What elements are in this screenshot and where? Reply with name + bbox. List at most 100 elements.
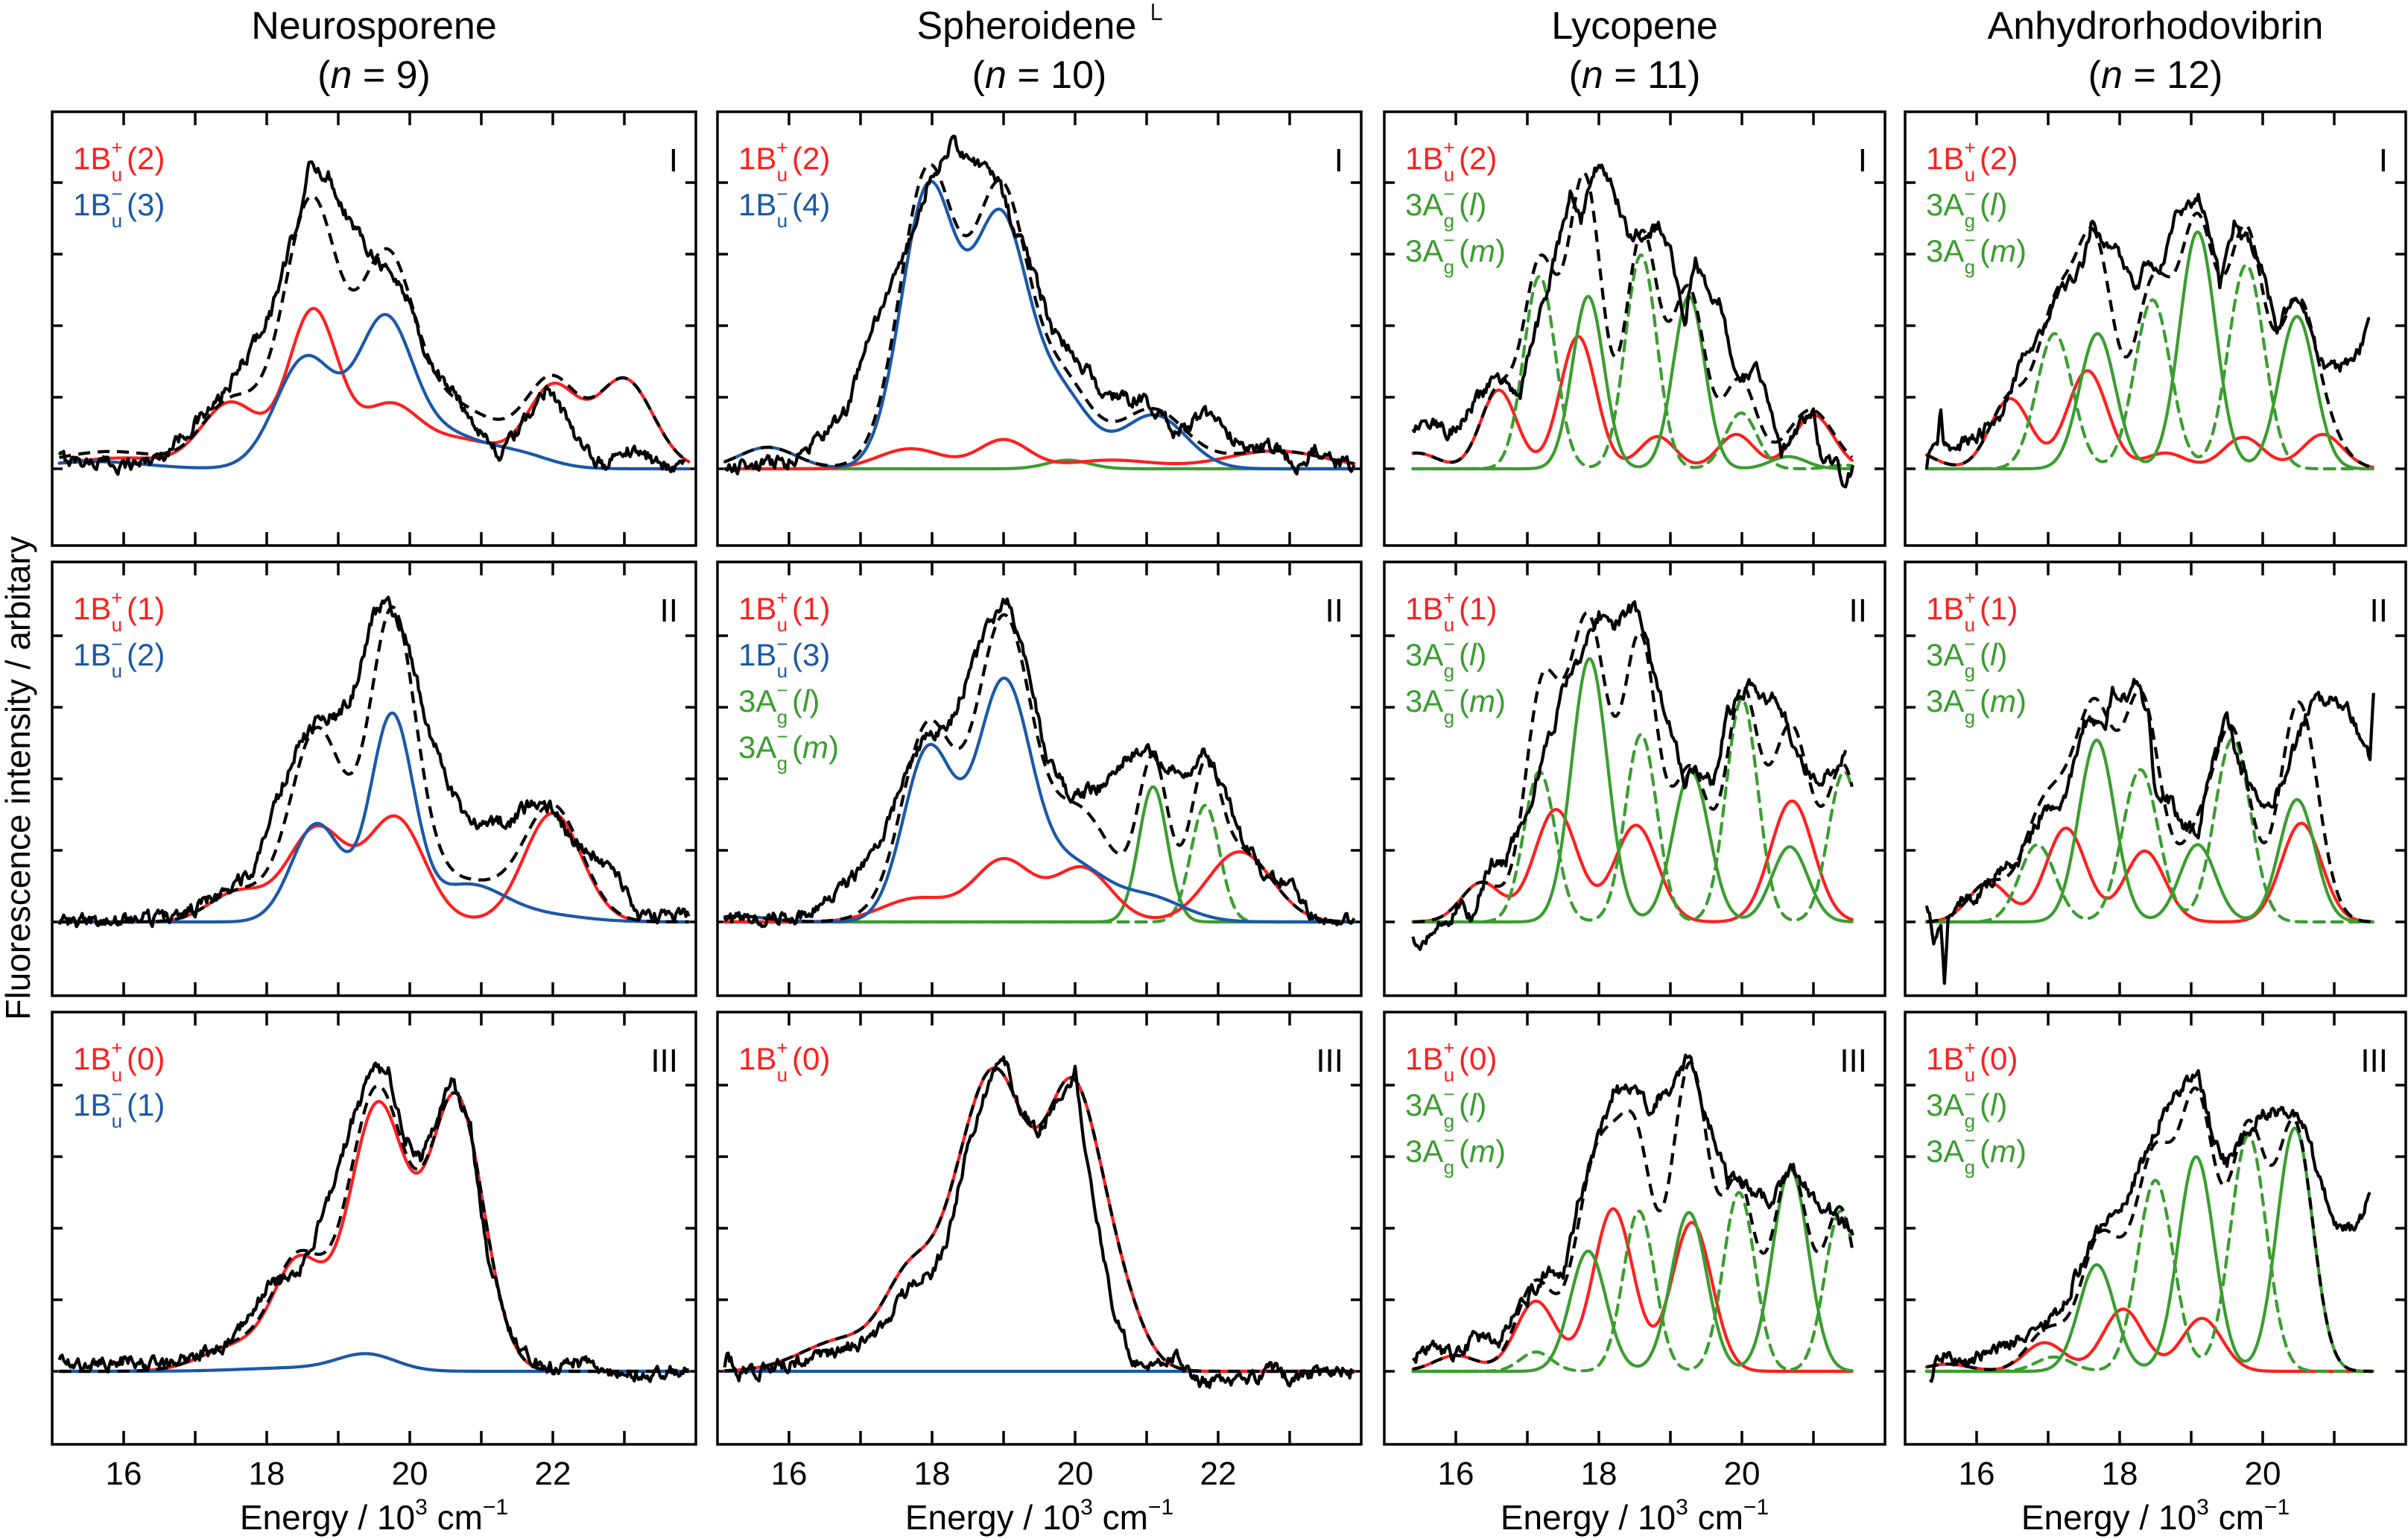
legend-entry: 1B− u (4): [738, 183, 830, 232]
component-curve: [723, 1066, 1356, 1374]
x-axis-label: Energy / 103 cm−1: [240, 1495, 508, 1537]
legend-entry: 3A− g (m): [1405, 679, 1506, 728]
plot-area: [57, 595, 691, 929]
plot-area: [1411, 600, 1854, 952]
x-axis-label: Energy / 103 cm−1: [905, 1495, 1173, 1537]
panel-label: II: [2370, 592, 2388, 629]
compound-name: Lycopene: [1551, 4, 1718, 48]
fitted-sum-curve: [1412, 1060, 1854, 1371]
plot-area: [1924, 1069, 2374, 1383]
fitted-sum-curve: [59, 605, 689, 924]
spectrum-panel: II 1B+ u (1)3A− g (l)3A− g (m): [1383, 560, 1886, 997]
experimental-spectrum: [1411, 600, 1848, 952]
plot-area: [723, 1055, 1356, 1389]
legend-entry: 3A− g (l): [1405, 1083, 1486, 1132]
component-curve: [1411, 1168, 1854, 1374]
component-curve: [1924, 1307, 2374, 1374]
column-title: Anhydrorhodovibrin: [1988, 4, 2324, 48]
panel-label: II: [1325, 592, 1343, 629]
legend-entry: 1B+ u (2): [1405, 136, 1497, 186]
column-title: Spheroidene └: [916, 4, 1162, 48]
conjugation-length: (n = 9): [317, 54, 431, 97]
component-curve: [723, 785, 1356, 924]
compound-name: Neurosporene: [251, 4, 497, 48]
column-title: Neurosporene: [251, 4, 497, 48]
compound-name: Anhydrorhodovibrin: [1988, 4, 2324, 48]
fitted-sum-curve: [1926, 1086, 2373, 1374]
legend-entry: 3A− g (m): [1405, 1129, 1506, 1178]
plot-area: [1411, 163, 1854, 489]
panel-label: III: [650, 1043, 678, 1079]
spectrum-panel: III 1B+ u (0): [716, 1011, 1363, 1446]
panel-frame: [1904, 1011, 2407, 1446]
legend-entry: 3A− g (m): [738, 725, 839, 774]
experimental-spectrum: [1411, 163, 1854, 489]
panel-frame: [716, 110, 1363, 547]
plot-area: [1924, 192, 2374, 471]
component-curve-dashed: [1411, 1190, 1854, 1374]
experimental-spectrum: [1928, 1069, 2371, 1383]
component-curve: [57, 312, 691, 471]
x-axis-label: Energy / 103 cm−1: [1501, 1495, 1769, 1537]
panel-label: III: [1316, 1043, 1343, 1079]
experimental-spectrum: [1924, 192, 2371, 470]
spectrum-panel: II 1B+ u (1)1B− u (2): [51, 560, 697, 997]
legend-entry: 1B+ u (1): [738, 587, 830, 636]
legend-entry: 1B+ u (1): [1926, 587, 2018, 636]
legend-entry: 1B− u (1): [73, 1083, 165, 1132]
panel-frame: [51, 1011, 697, 1446]
x-tick-label: 18: [2102, 1456, 2138, 1492]
fitted-sum-curve: [1925, 211, 2374, 469]
panel-frame: [1383, 110, 1886, 547]
fitted-sum-curve: [59, 1084, 689, 1374]
fitted-sum-curve: [1926, 688, 2373, 923]
x-tick-label: 18: [914, 1456, 951, 1492]
x-tick-label: 22: [535, 1456, 571, 1492]
spectrum-panel: II 1B+ u (1)1B− u (3)3A− g (l)3A− g (m): [716, 560, 1363, 997]
x-tick-label: 18: [249, 1456, 285, 1492]
spectrum-panel: II 1B+ u (1)3A− g (l)3A− g (m): [1904, 560, 2407, 997]
panel-label: II: [660, 592, 678, 629]
legend-entry: 1B+ u (0): [73, 1037, 165, 1086]
plot-area: [57, 160, 691, 476]
legend-entry: 3A− g (m): [1405, 229, 1506, 278]
x-axis-label: Energy / 103 cm−1: [2021, 1495, 2290, 1537]
component-curve-dashed: [1924, 263, 2374, 471]
component-curve: [57, 1352, 691, 1374]
x-tick-label: 20: [1057, 1456, 1094, 1492]
plot-area: [723, 134, 1356, 475]
x-tick-label: 20: [2245, 1456, 2281, 1492]
panel-frame: [1904, 110, 2407, 547]
component-curve: [57, 812, 691, 924]
title-mark: └: [1144, 4, 1162, 33]
fitted-sum-curve: [59, 194, 690, 464]
experimental-spectrum: [723, 1055, 1355, 1389]
component-curve: [1924, 821, 2374, 923]
panel-label: III: [2360, 1043, 2388, 1079]
plot-area: [723, 597, 1356, 929]
component-curve: [1411, 1207, 1854, 1374]
experimental-spectrum: [723, 134, 1356, 475]
panel-frame: [716, 1011, 1363, 1446]
component-curve-dashed: [1924, 737, 2374, 924]
legend-entry: 1B+ u (1): [73, 587, 165, 636]
x-tick-label: 22: [1200, 1456, 1237, 1492]
x-tick-label: 16: [1438, 1456, 1474, 1492]
compound-name: Spheroidene: [916, 4, 1136, 48]
legend-entry: 1B+ u (2): [1926, 136, 2018, 186]
column-title: Lycopene: [1551, 4, 1718, 48]
component-curve: [1411, 294, 1854, 471]
legend-entry: 3A− g (l): [1926, 1083, 2007, 1132]
panel-frame: [1904, 560, 2407, 997]
conjugation-length: (n = 12): [2088, 54, 2223, 97]
experimental-spectrum: [57, 160, 687, 476]
fitted-sum-curve: [724, 613, 1354, 923]
panel-label: I: [669, 142, 678, 179]
component-curve: [1924, 230, 2374, 471]
component-curve: [723, 180, 1356, 471]
component-curve: [57, 1091, 691, 1374]
experimental-spectrum: [57, 1061, 689, 1383]
panel-label: I: [1858, 142, 1867, 179]
legend-entry: 1B+ u (2): [738, 136, 830, 186]
